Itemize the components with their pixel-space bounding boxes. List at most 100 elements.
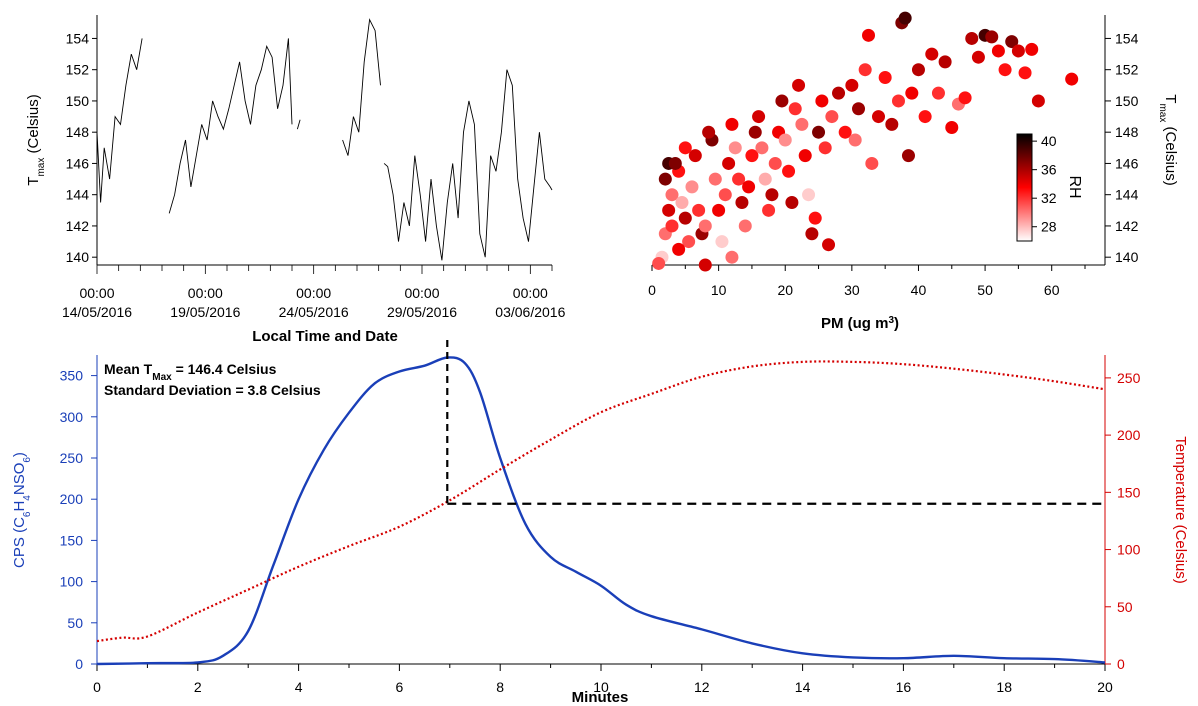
scatter-point <box>938 55 952 69</box>
scatter-point <box>815 94 829 108</box>
scatter-point <box>822 238 836 252</box>
tmax-annotation <box>446 340 1105 505</box>
timeseries-xtick-date: 14/05/2016 <box>62 304 132 320</box>
scatter-xtick-label: 30 <box>844 282 860 298</box>
scatter-point <box>808 211 822 225</box>
timeseries-segment <box>168 38 293 214</box>
thermogram-xtick-label: 4 <box>295 679 303 695</box>
scatter-xtick-label: 40 <box>911 282 927 298</box>
scatter-point <box>1005 35 1019 49</box>
timeseries-ytick-label: 154 <box>66 30 90 46</box>
scatter-ylabel: Tmax (Celsius) <box>1158 94 1180 185</box>
scatter-point <box>838 125 852 139</box>
scatter-point <box>725 250 739 264</box>
thermogram-left-tick-label: 150 <box>60 532 84 548</box>
thermogram-ylabel-left: CPS (C6H4NSO6) <box>11 452 33 568</box>
thermogram-ylabel-right: Temperature (Celsius) <box>1172 436 1189 584</box>
scatter-point <box>702 125 716 139</box>
scatter-point <box>795 117 809 131</box>
scatter-point <box>901 149 915 163</box>
scatter-point <box>812 125 826 139</box>
scatter-point <box>825 110 839 124</box>
scatter-point <box>685 180 699 194</box>
scatter-point <box>678 141 692 155</box>
scatter-xtick-label: 50 <box>977 282 993 298</box>
scatter-point <box>985 30 999 44</box>
scatter-point <box>958 91 972 105</box>
scatter-xtick-label: 10 <box>711 282 727 298</box>
thermogram-left-tick-label: 50 <box>67 615 83 631</box>
timeseries-segment <box>342 18 381 156</box>
rh-colorbar-tick-label: 36 <box>1041 162 1057 178</box>
scatter-ytick-label: 146 <box>1115 155 1139 171</box>
timeseries-xtick-time: 00:00 <box>188 285 223 301</box>
thermogram-right-tick-label: 50 <box>1117 599 1133 615</box>
scatter-xtick-label: 20 <box>777 282 793 298</box>
scatter-point <box>832 86 846 100</box>
scatter-point <box>688 149 702 163</box>
scatter-point <box>735 196 749 209</box>
scatter-point <box>998 63 1012 77</box>
scatter-point <box>778 133 792 147</box>
scatter-ytick-label: 140 <box>1115 249 1139 265</box>
timeseries-xlabel: Local Time and Date <box>252 328 398 345</box>
scatter-point <box>658 172 672 186</box>
rh-colorbar-tick-label: 32 <box>1041 190 1057 206</box>
scatter-point <box>665 188 679 202</box>
scatter-point <box>662 203 676 217</box>
scatter-point <box>945 121 959 134</box>
timeseries-xtick-time: 00:00 <box>404 285 439 301</box>
thermogram-left-tick-label: 300 <box>60 409 84 425</box>
scatter-point <box>845 78 859 92</box>
scatter-xlabel: PM (ug m3) <box>821 315 899 333</box>
scatter-point <box>848 133 862 147</box>
scatter-point <box>792 78 806 92</box>
scatter-point <box>672 242 686 256</box>
thermogram-xtick-label: 16 <box>896 679 912 695</box>
scatter-ytick-label: 154 <box>1115 30 1139 46</box>
timeseries-xtick-time: 00:00 <box>513 285 548 301</box>
thermogram-xtick-label: 8 <box>496 679 504 695</box>
thermogram-left-tick-label: 0 <box>75 656 83 672</box>
thermogram-xtick-label: 6 <box>396 679 404 695</box>
timeseries-segment <box>296 119 301 130</box>
timeseries-segment <box>96 38 143 203</box>
scatter-point <box>698 219 712 233</box>
scatter-point <box>798 149 812 163</box>
scatter-point <box>762 203 776 217</box>
scatter-point <box>755 141 769 155</box>
timeseries-xtick-time: 00:00 <box>296 285 331 301</box>
timeseries-ytick-label: 148 <box>66 124 90 140</box>
scatter-point <box>652 256 666 270</box>
scatter-axes: 0 10 20 30 40 50 60 140 142 144 146 148 150 152 154 <box>648 15 1139 298</box>
scatter-point <box>722 156 736 170</box>
scatter-point <box>748 125 762 139</box>
scatter-point <box>768 156 782 170</box>
rh-colorbar-gradient <box>1016 133 1033 242</box>
thermogram-left-tick-label: 350 <box>60 368 84 384</box>
scatter-point <box>758 172 772 186</box>
scatter-point <box>785 196 799 209</box>
thermogram-left-tick-label: 100 <box>60 574 84 590</box>
scatter-point <box>852 102 866 116</box>
scatter-points <box>652 11 1079 272</box>
scatter-point <box>858 63 872 77</box>
scatter-ytick-label: 150 <box>1115 93 1139 109</box>
timeseries-xtick-date: 24/05/2016 <box>279 304 349 320</box>
scatter-point <box>668 156 682 170</box>
scatter-point <box>742 180 756 194</box>
scatter-point <box>698 258 712 272</box>
scatter-point <box>965 31 979 45</box>
thermogram-right-tick-label: 200 <box>1117 427 1141 443</box>
thermogram-right-tick-label: 0 <box>1117 656 1125 672</box>
mean-tmax-text: Mean TMax = 146.4 Celsius <box>104 361 277 383</box>
timeseries-ytick-label: 140 <box>66 249 90 265</box>
thermogram-xtick-label: 20 <box>1097 679 1113 695</box>
thermogram-xtick-label: 18 <box>996 679 1012 695</box>
scatter-ytick-label: 148 <box>1115 124 1139 140</box>
scatter-point <box>718 188 732 202</box>
thermogram-xtick-label: 2 <box>194 679 202 695</box>
scatter-point <box>878 71 892 84</box>
scatter-point <box>918 110 932 124</box>
